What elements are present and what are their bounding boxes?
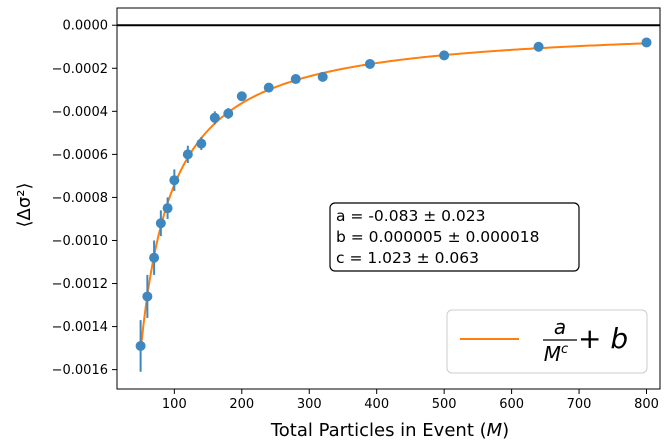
x-tick-label: 600 <box>499 397 524 412</box>
x-axis-label: Total Particles in Event (M) <box>270 420 509 440</box>
data-point <box>209 112 220 123</box>
y-tick-label: −0.0012 <box>52 277 108 292</box>
x-tick-label: 300 <box>297 397 322 412</box>
data-point <box>135 340 146 351</box>
legend-numerator: a <box>554 315 566 339</box>
fit-parameters-box: a = -0.083 ± 0.023 b = 0.000005 ± 0.0000… <box>329 202 580 272</box>
y-tick-label: −0.0006 <box>52 148 108 163</box>
ticks: 100 200 300 400 500 600 700 800 0.0000 −0.0002 −0.… <box>52 19 659 412</box>
data-point <box>439 50 450 61</box>
data-points <box>135 37 652 372</box>
annotation-line-b: b = 0.000005 ± 0.000018 <box>336 228 539 246</box>
y-tick-label: 0.0000 <box>63 19 109 34</box>
fit-curve <box>139 42 647 351</box>
annotation-line-c: c = 1.023 ± 0.063 <box>336 249 479 267</box>
x-tick-label: 700 <box>567 397 592 412</box>
data-point <box>263 82 274 93</box>
x-tick-label: 200 <box>229 397 254 412</box>
data-point <box>317 71 328 82</box>
data-point <box>196 138 207 149</box>
data-point <box>155 218 166 229</box>
y-tick-label: −0.0014 <box>52 320 108 335</box>
data-point <box>169 175 180 186</box>
data-point <box>641 37 652 48</box>
data-point <box>182 149 193 160</box>
y-tick-label: −0.0004 <box>52 105 108 120</box>
data-point <box>364 58 375 69</box>
data-point <box>533 41 544 52</box>
fit-line <box>139 42 647 351</box>
data-point <box>223 108 234 119</box>
data-point <box>142 291 153 302</box>
y-tick-label: −0.0016 <box>52 363 108 378</box>
x-tick-label: 400 <box>364 397 389 412</box>
y-tick-label: −0.0008 <box>52 191 108 206</box>
plot-frame <box>116 7 661 390</box>
legend: a Mc + b <box>446 309 648 374</box>
x-tick-label: 500 <box>432 397 457 412</box>
data-point <box>149 252 160 263</box>
annotation-line-a: a = -0.083 ± 0.023 <box>336 207 486 225</box>
data-point <box>290 74 301 85</box>
y-tick-label: −0.0002 <box>52 62 108 77</box>
x-tick-label: 100 <box>162 397 187 412</box>
data-point <box>162 203 173 214</box>
x-tick-label: 800 <box>634 397 659 412</box>
legend-denominator: Mc <box>544 342 568 366</box>
y-tick-label: −0.0010 <box>52 234 108 249</box>
legend-tail: + b <box>578 322 628 355</box>
data-point <box>236 91 247 102</box>
y-axis-label: ⟨Δσ²⟩ <box>14 183 35 228</box>
axes <box>116 7 661 390</box>
